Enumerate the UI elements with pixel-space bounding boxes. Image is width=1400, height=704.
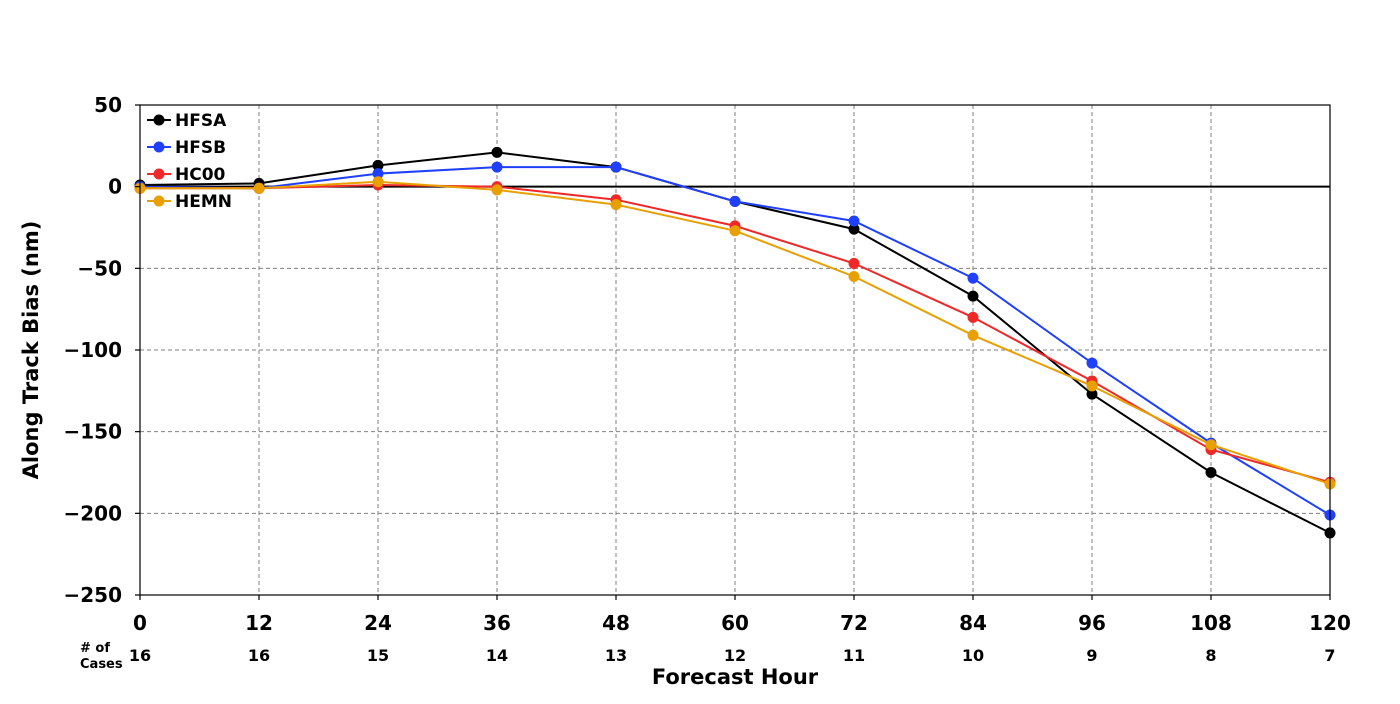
data-point-hemn-60 xyxy=(729,225,741,237)
case-count: 16 xyxy=(129,646,151,665)
data-point-hemn-84 xyxy=(967,329,979,341)
data-point-hfsa-96 xyxy=(1086,388,1098,400)
x-tick-label: 84 xyxy=(959,611,987,635)
legend-marker-hfsb xyxy=(153,141,165,153)
y-tick-label: −100 xyxy=(63,338,122,362)
cases-label-line-2: Cases xyxy=(80,657,123,672)
x-tick-label: 48 xyxy=(602,611,630,635)
data-point-hemn-36 xyxy=(491,184,503,196)
legend-marker-hc00 xyxy=(153,168,165,180)
cases-label: # of Cases xyxy=(80,641,123,672)
series-lines xyxy=(134,146,1336,539)
x-axis-label: Forecast Hour xyxy=(652,665,819,689)
case-count: 15 xyxy=(367,646,389,665)
case-count: 16 xyxy=(248,646,270,665)
y-axis-label: Along Track Bias (nm) xyxy=(19,221,43,480)
legend-marker-hfsa xyxy=(153,114,165,126)
data-point-hc00-72 xyxy=(848,257,860,269)
data-point-hfsa-108 xyxy=(1205,467,1217,478)
data-point-hfsb-96 xyxy=(1086,357,1098,369)
grid-lines xyxy=(140,105,1330,595)
data-point-hemn-24 xyxy=(372,176,384,188)
data-point-hfsb-36 xyxy=(491,161,503,173)
case-count: 12 xyxy=(724,646,746,665)
case-count: 7 xyxy=(1324,646,1335,665)
data-point-hemn-12 xyxy=(253,182,265,194)
case-count: 8 xyxy=(1205,646,1216,665)
data-point-hfsa-24 xyxy=(372,159,384,171)
y-tick-label: −200 xyxy=(63,501,122,525)
legend-label-hfsa: HFSA xyxy=(175,111,227,131)
data-point-hfsa-36 xyxy=(491,146,503,158)
series-line-hfsa xyxy=(139,151,1331,534)
data-point-hfsb-60 xyxy=(729,195,741,207)
y-tick-label: 0 xyxy=(108,175,122,199)
data-point-hemn-96 xyxy=(1086,380,1098,392)
case-count: 11 xyxy=(843,646,865,665)
data-point-hemn-72 xyxy=(848,271,860,282)
x-tick-label: 96 xyxy=(1078,611,1106,635)
data-point-hfsb-24 xyxy=(372,168,384,180)
data-point-hc00-84 xyxy=(967,311,979,323)
y-tick-label: −150 xyxy=(63,420,122,444)
cases-label-line-1: # of xyxy=(80,641,110,656)
legend: HFSA HFSB HC00 HEMN xyxy=(147,111,232,212)
legend-label-hfsb: HFSB xyxy=(175,138,226,158)
y-tick-label: −50 xyxy=(77,256,122,280)
data-point-hfsa-84 xyxy=(967,290,979,302)
data-point-hemn-108 xyxy=(1205,439,1217,451)
legend-marker-hemn xyxy=(153,195,165,207)
x-tick-label: 108 xyxy=(1190,611,1232,635)
case-count: 9 xyxy=(1086,646,1097,665)
x-tick-label: 120 xyxy=(1309,611,1351,635)
data-point-hfsb-84 xyxy=(967,272,979,284)
x-axis-ticks: 0 12 24 36 48 60 72 84 96 108 120 xyxy=(133,595,1351,635)
x-tick-label: 72 xyxy=(840,611,868,635)
x-tick-label: 0 xyxy=(133,611,147,635)
x-tick-label: 12 xyxy=(245,611,273,635)
y-tick-label: 50 xyxy=(94,93,122,117)
data-point-hfsb-48 xyxy=(610,161,622,173)
case-count: 14 xyxy=(486,646,508,665)
case-counts-row: # of Cases 16 16 15 14 13 12 11 10 9 8 7 xyxy=(80,641,1336,672)
x-tick-label: 36 xyxy=(483,611,511,635)
x-tick-label: 60 xyxy=(721,611,749,635)
x-tick-label: 24 xyxy=(364,611,392,635)
case-count: 13 xyxy=(605,646,627,665)
case-count: 10 xyxy=(962,646,984,665)
data-point-hfsa-72 xyxy=(848,223,860,235)
y-axis-ticks: 50 0 −50 −100 −150 −200 −250 xyxy=(63,93,140,607)
data-point-hemn-48 xyxy=(610,199,622,211)
y-tick-label: −250 xyxy=(63,583,122,607)
legend-label-hemn: HEMN xyxy=(175,192,232,212)
legend-label-hc00: HC00 xyxy=(175,165,226,185)
data-point-hfsb-72 xyxy=(848,215,860,227)
